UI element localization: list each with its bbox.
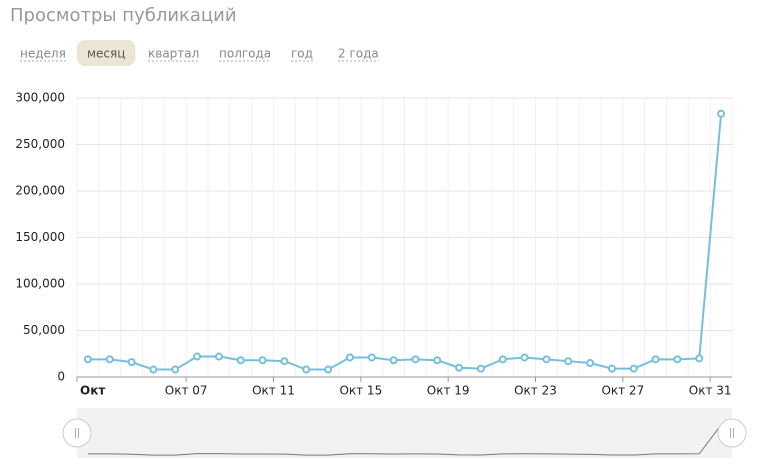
point[interactable]: [520, 353, 529, 362]
y-tick-label: 150,000: [15, 230, 65, 244]
y-tick-label: 50,000: [23, 323, 65, 337]
y-tick-label: 300,000: [15, 91, 65, 105]
tab[interactable]: месяц: [87, 47, 125, 61]
point[interactable]: [302, 365, 311, 374]
y-tick-label: 100,000: [15, 277, 65, 291]
point[interactable]: [236, 356, 245, 365]
point[interactable]: [105, 355, 114, 364]
point[interactable]: [673, 355, 682, 364]
tab[interactable]: квартал: [148, 47, 199, 61]
point[interactable]: [498, 355, 507, 364]
point[interactable]: [258, 356, 267, 365]
point[interactable]: [171, 365, 180, 374]
point[interactable]: [717, 109, 726, 118]
navigator-handle[interactable]: [717, 418, 747, 448]
x-tick-label: Окт 15: [339, 384, 382, 398]
x-tick-label: Окт 31: [689, 384, 732, 398]
y-tick-label: 0: [57, 370, 65, 384]
point[interactable]: [411, 355, 420, 364]
x-tick-label: Окт: [80, 384, 105, 398]
tab[interactable]: полгода: [219, 47, 271, 61]
point[interactable]: [83, 355, 92, 364]
y-tick-label: 250,000: [15, 137, 65, 151]
navigator-line: [87, 424, 722, 456]
navigator[interactable]: [77, 408, 732, 458]
point[interactable]: [542, 355, 551, 364]
point[interactable]: [476, 364, 485, 373]
x-tick-label: Окт 27: [601, 384, 644, 398]
x-tick-label: Окт 07: [165, 384, 208, 398]
point[interactable]: [193, 352, 202, 361]
point[interactable]: [695, 354, 704, 363]
tab[interactable]: 2 года: [338, 47, 379, 61]
point[interactable]: [586, 359, 595, 368]
point[interactable]: [127, 358, 136, 367]
tab[interactable]: неделя: [20, 47, 66, 61]
x-tick-label: Окт 23: [514, 384, 557, 398]
point[interactable]: [607, 364, 616, 373]
point[interactable]: [389, 356, 398, 365]
point[interactable]: [564, 357, 573, 366]
x-tick-label: Окт 11: [252, 384, 295, 398]
point[interactable]: [324, 365, 333, 374]
point[interactable]: [367, 353, 376, 362]
point[interactable]: [214, 352, 223, 361]
point[interactable]: [149, 365, 158, 374]
point[interactable]: [433, 356, 442, 365]
y-tick-label: 200,000: [15, 184, 65, 198]
tab-active[interactable]: [77, 40, 136, 66]
point[interactable]: [651, 355, 660, 364]
point[interactable]: [629, 364, 638, 373]
navigator-handle[interactable]: [62, 418, 92, 448]
point[interactable]: [455, 363, 464, 372]
x-tick-label: Окт 19: [427, 384, 470, 398]
chart-title: Просмотры публикаций: [10, 5, 237, 26]
tab[interactable]: год: [291, 47, 313, 61]
point[interactable]: [345, 353, 354, 362]
point[interactable]: [280, 357, 289, 366]
